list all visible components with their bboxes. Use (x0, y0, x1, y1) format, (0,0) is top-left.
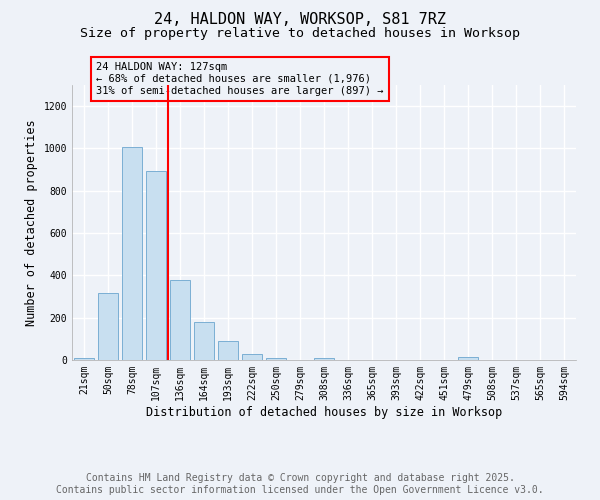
Bar (266, 358, 286, 360)
Bar (314, 358, 334, 360)
Bar (170, 280, 190, 360)
Text: 24 HALDON WAY: 127sqm
← 68% of detached houses are smaller (1,976)
31% of semi-d: 24 HALDON WAY: 127sqm ← 68% of detached … (96, 62, 383, 96)
Text: 24, HALDON WAY, WORKSOP, S81 7RZ: 24, HALDON WAY, WORKSOP, S81 7RZ (154, 12, 446, 28)
Text: Contains HM Land Registry data © Crown copyright and database right 2025.
Contai: Contains HM Land Registry data © Crown c… (56, 474, 544, 495)
Bar (74, 358, 94, 360)
Text: Size of property relative to detached houses in Worksop: Size of property relative to detached ho… (80, 28, 520, 40)
Y-axis label: Number of detached properties: Number of detached properties (25, 119, 38, 326)
Bar (122, 148, 142, 360)
Bar (146, 170, 166, 360)
X-axis label: Distribution of detached houses by size in Worksop: Distribution of detached houses by size … (146, 406, 502, 418)
Bar (194, 322, 214, 360)
Bar (98, 294, 118, 360)
Bar (458, 358, 478, 360)
Bar (218, 342, 238, 360)
Bar (242, 354, 262, 360)
